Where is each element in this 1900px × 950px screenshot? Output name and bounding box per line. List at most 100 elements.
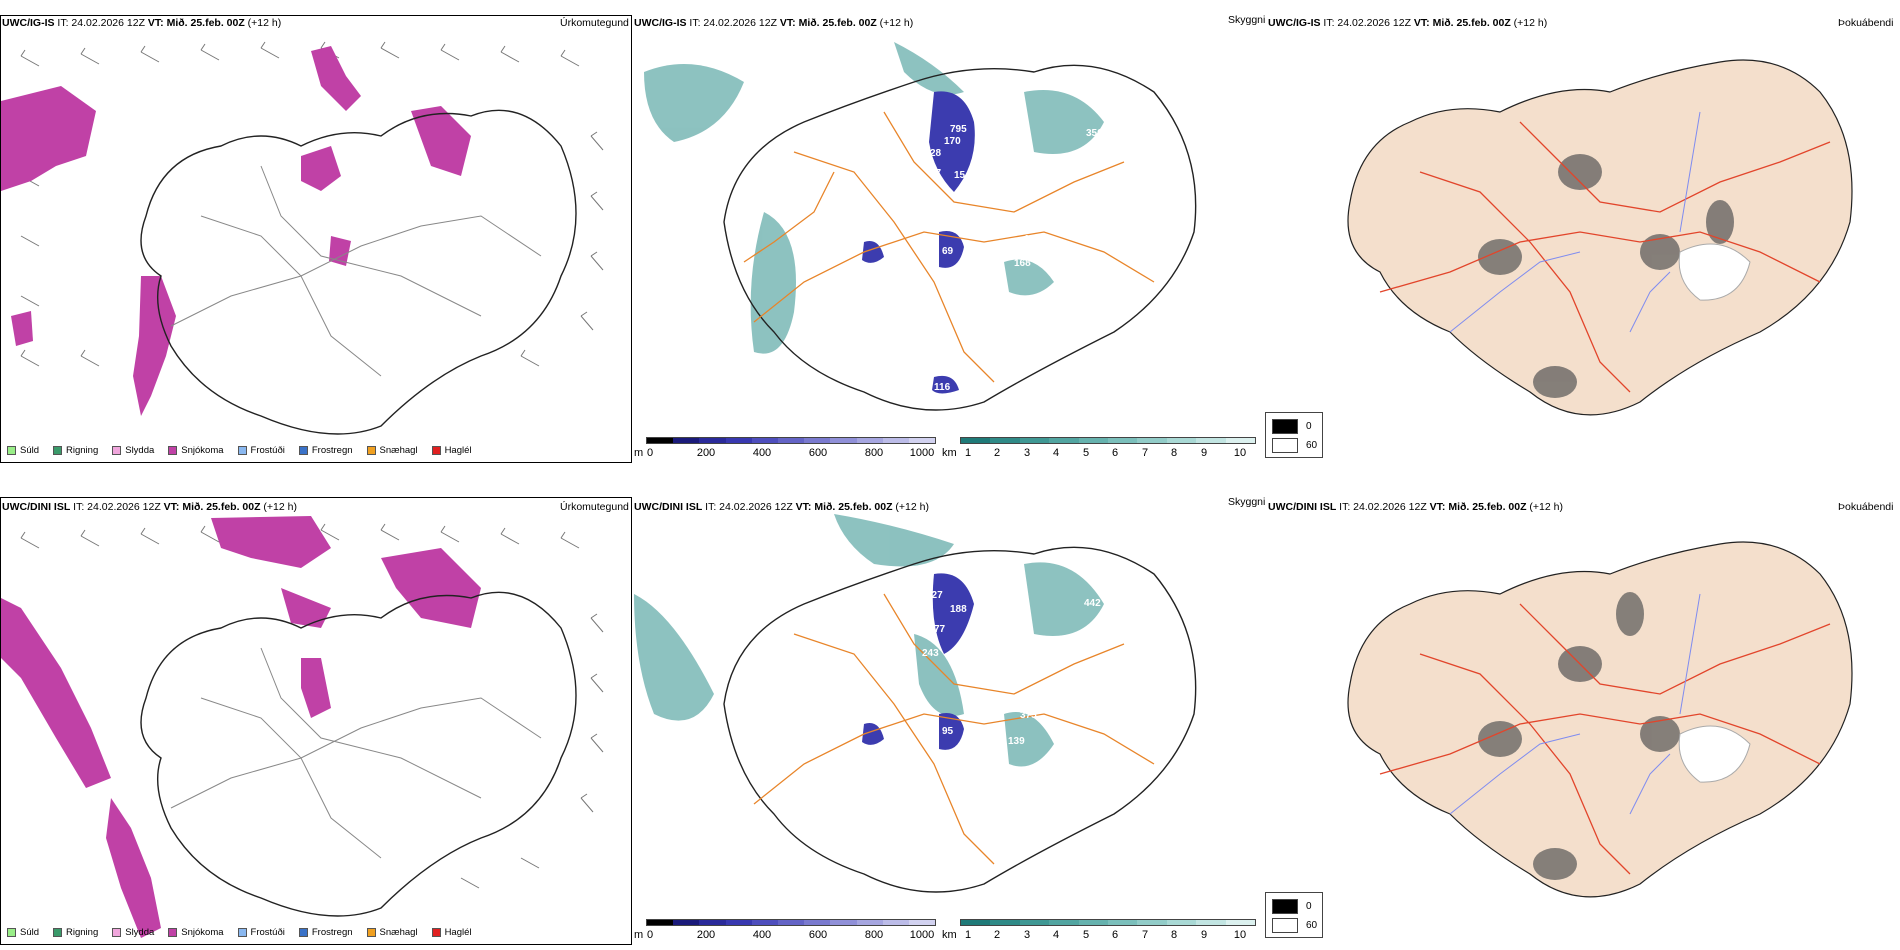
swatch [112, 928, 122, 937]
colorbar-segment [1078, 920, 1109, 925]
low-visibility-areas [644, 42, 1104, 354]
legend-label: Snjókoma [181, 445, 224, 456]
tick-label: 1000 [909, 447, 935, 459]
colorbar-segment [1196, 438, 1226, 443]
legend-label: Súld [20, 445, 40, 456]
tick-label: 5 [1082, 929, 1090, 941]
visibility-map-row1: 795 170 28 97 154 62 356 69 123 168 92 1… [634, 32, 1234, 432]
colorbar-segment [961, 438, 991, 443]
snowfall-areas [1, 516, 481, 938]
legend-label: Slydda [125, 927, 155, 938]
colorbar-segment [908, 920, 936, 925]
lead-time: (+12 h) [244, 17, 282, 29]
legend-label: Rigning [66, 927, 99, 938]
visibility-colorbar-row1: km 1 2 3 4 5 6 7 8 9 10 [942, 437, 1262, 467]
land [1347, 59, 1853, 416]
land [1347, 541, 1853, 898]
tick-label: 200 [696, 929, 716, 941]
legend-label: Snæhagl [379, 927, 418, 938]
colorbar-segment [751, 920, 778, 925]
swatch [168, 928, 178, 937]
tick-label: 6 [1111, 447, 1119, 459]
tick-label: 9 [1200, 929, 1208, 941]
swatch [53, 928, 63, 937]
legend-item: Frostregn [298, 927, 353, 938]
roads [753, 593, 1155, 865]
tick-label: 3 [1023, 929, 1031, 941]
coastline [140, 591, 577, 917]
row1-cloud-header: UWC/IG-IS IT: 24.02.2026 12Z VT: Mið. 25… [1268, 17, 1547, 30]
cloud-base-areas [862, 573, 974, 750]
cloud-base-label: 97 [930, 168, 942, 179]
colorbar-segment [830, 438, 857, 443]
tick-label: 10 [1233, 929, 1247, 941]
swatch [431, 446, 441, 455]
row2-cloud-header: UWC/DINI ISL IT: 24.02.2026 12Z VT: Mið.… [1268, 501, 1563, 514]
swatch-white [1272, 918, 1298, 933]
cloud-base-label: 168 [1014, 258, 1031, 269]
road-network [170, 647, 542, 859]
colorbar-segment [1049, 438, 1079, 443]
colorbar-segment [1137, 438, 1167, 443]
cloud-base-label: 154 [954, 170, 971, 181]
tick-label: 1000 [909, 929, 935, 941]
snowfall-areas [1, 46, 471, 416]
legend-item: Súld [7, 927, 39, 938]
colorbar-segment [647, 920, 674, 925]
swatch-black [1272, 419, 1298, 434]
valid-time: VT: Mið. 25.feb. 00Z [795, 501, 893, 513]
legend-label: Frostregn [311, 445, 353, 456]
legend-item: Snæhagl [366, 445, 418, 456]
fog-dark-areas [1478, 592, 1680, 880]
legend-label: Rigning [66, 445, 99, 456]
cloud-base-label: 95 [942, 726, 954, 737]
model-name: UWC/DINI ISL [2, 501, 71, 513]
swatch [298, 928, 308, 937]
row2-precip-header: UWC/DINI ISL IT: 24.02.2026 12Z VT: Mið.… [2, 501, 297, 514]
swatch [431, 928, 441, 937]
swatch-black [1272, 899, 1298, 914]
cloud-base-label: 139 [1008, 736, 1025, 747]
lead-time: (+12 h) [1510, 17, 1548, 29]
row2-visibility-title: Skyggni [1228, 496, 1266, 508]
visibility-map-svg [634, 514, 1197, 893]
colorbar-segment [1078, 438, 1109, 443]
height-colorbar-row1: m 0 200 400 600 800 1000 [634, 437, 936, 467]
tick-label: 0 [646, 929, 654, 941]
cloud-base-label: 28 [930, 148, 942, 159]
fog-map-svg [1347, 59, 1853, 416]
swatch [237, 446, 247, 455]
height-colorbar-strip [646, 437, 936, 444]
lead-time: (+12 h) [1526, 501, 1563, 513]
colorbar-segment [1108, 920, 1138, 925]
cloud-index-legend-row1: 0 60 [1265, 412, 1323, 458]
coastline [723, 546, 1197, 893]
cloud-base-label: 10 [1046, 644, 1058, 655]
legend-label: Haglél [444, 927, 472, 938]
legend-item: Snjókoma [168, 445, 224, 456]
tick-label: 600 [808, 447, 828, 459]
row1-precip-header: UWC/IG-IS IT: 24.02.2026 12Z VT: Mið. 25… [2, 17, 281, 30]
low-visibility-areas [634, 514, 1104, 767]
height-unit: m [634, 447, 644, 459]
cloud-base-label: 92 [866, 264, 878, 275]
colorbar-segment [882, 920, 909, 925]
wind-barbs [20, 41, 604, 367]
colorbar-segment [1166, 920, 1197, 925]
tick-label: 7 [1141, 447, 1149, 459]
legend-label: Snjókoma [181, 927, 224, 938]
cloud-base-areas [862, 91, 975, 394]
tick-label: 10 [1233, 447, 1247, 459]
legend-value: 0 [1306, 421, 1312, 432]
legend-item: Frostregn [298, 445, 353, 456]
colorbar-segment [856, 438, 883, 443]
colorbar-segment [961, 920, 991, 925]
swatch [7, 446, 16, 455]
colorbar-segment [1108, 438, 1138, 443]
height-unit: m [634, 929, 644, 941]
model-name: UWC/IG-IS [1268, 17, 1321, 29]
tick-label: 2 [993, 929, 1001, 941]
colorbar-segment [699, 438, 726, 443]
tick-label: 6 [1111, 929, 1119, 941]
precip-type-legend: Súld Rigning Slydda Snjókoma Frostúði Fr… [7, 445, 472, 456]
